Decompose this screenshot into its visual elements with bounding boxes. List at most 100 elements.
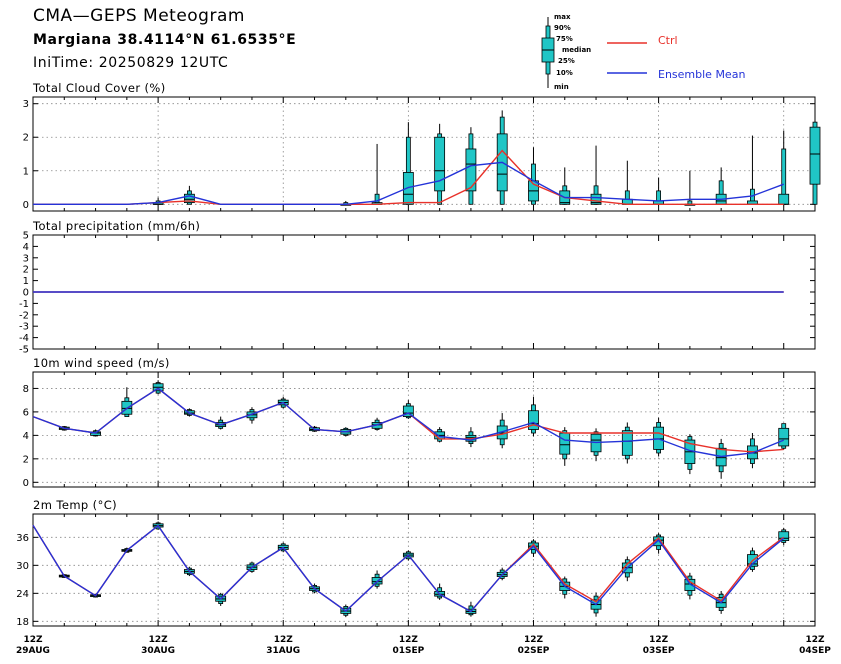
box-body bbox=[559, 432, 571, 455]
legend-key-label: 90% bbox=[554, 24, 571, 32]
box-body bbox=[809, 126, 821, 185]
box-plot bbox=[371, 143, 383, 205]
box-plot bbox=[778, 528, 790, 546]
y-tick-label: 2 bbox=[23, 265, 29, 276]
panel-title: 10m wind speed (m/s) bbox=[33, 356, 170, 370]
box-plot bbox=[621, 422, 633, 464]
legend: max 90% 75% median 25% 10% min Ctrl Ensemble Mea… bbox=[541, 13, 745, 91]
y-tick-label: 18 bbox=[16, 617, 29, 628]
y-tick-label: -5 bbox=[19, 345, 29, 356]
box-plot bbox=[152, 380, 164, 395]
box-plot bbox=[653, 417, 664, 457]
chart-title: CMA—GEPS Meteogram bbox=[33, 6, 245, 26]
ensemble-mean-line bbox=[32, 524, 785, 613]
ctrl-series-line bbox=[32, 387, 784, 453]
box-plot bbox=[402, 122, 414, 205]
y-tick-label: 2 bbox=[23, 133, 29, 144]
box-body bbox=[465, 148, 477, 192]
panel-0: Total Cloud Cover (%) 0 1 2 3 bbox=[23, 81, 821, 212]
y-tick-label: 36 bbox=[16, 533, 29, 544]
panel-title: Total Cloud Cover (%) bbox=[32, 81, 166, 95]
box-plot bbox=[528, 396, 539, 437]
init-time-label: IniTime: 20250829 12UTC bbox=[33, 55, 229, 71]
y-tick-label: 1 bbox=[23, 166, 29, 177]
box-body bbox=[778, 531, 790, 542]
y-tick-label: 8 bbox=[23, 384, 29, 395]
x-tick-date: 30AUG bbox=[141, 646, 175, 656]
y-tick-label: 0 bbox=[23, 200, 29, 211]
box-plot bbox=[747, 433, 758, 469]
box-plot bbox=[715, 438, 727, 479]
x-tick-time: 12Z bbox=[524, 635, 544, 645]
location-label: Margiana 38.4114°N 61.6535°E bbox=[33, 32, 297, 48]
ensemble-mean-line bbox=[33, 161, 784, 206]
x-tick-date: 29AUG bbox=[16, 646, 50, 656]
y-tick-label: 1 bbox=[23, 276, 29, 287]
panel-title: 2m Temp (°C) bbox=[33, 498, 117, 512]
legend-key-label: min bbox=[554, 83, 569, 91]
box-body bbox=[778, 193, 790, 205]
panel-1: Total precipitation (mm/6h) -5-4-3-2-1012… bbox=[19, 219, 816, 356]
y-tick-label: 0 bbox=[23, 478, 29, 489]
x-tick-date: 01SEP bbox=[392, 646, 424, 656]
y-tick-label: 3 bbox=[23, 253, 29, 264]
box-plot bbox=[559, 167, 571, 205]
ensemble-mean-line bbox=[32, 387, 784, 458]
box-plot bbox=[621, 160, 633, 205]
x-tick-time: 12Z bbox=[23, 635, 43, 645]
x-tick-date: 04SEP bbox=[799, 646, 831, 656]
legend-key-label: max bbox=[554, 13, 571, 21]
box-body bbox=[621, 430, 633, 456]
box-body bbox=[778, 427, 790, 447]
y-tick-label: -4 bbox=[19, 333, 29, 344]
box-body bbox=[402, 172, 414, 205]
x-tick-date: 02SEP bbox=[518, 646, 550, 656]
x-tick-date: 31AUG bbox=[266, 646, 300, 656]
y-tick-label: 3 bbox=[23, 99, 29, 110]
x-tick-date: 03SEP bbox=[643, 646, 675, 656]
box-plot bbox=[434, 583, 446, 600]
box-plot bbox=[496, 110, 508, 205]
box-plot bbox=[402, 400, 414, 419]
y-tick-label: 5 bbox=[23, 231, 29, 242]
box-body bbox=[371, 577, 383, 585]
y-tick-label: -3 bbox=[19, 322, 29, 333]
y-tick-label: 6 bbox=[23, 407, 29, 418]
box-body bbox=[434, 136, 446, 192]
box-plot bbox=[434, 123, 446, 205]
panel-3: 2m Temp (°C) 18 24 30 36 bbox=[16, 498, 816, 628]
x-tick-time: 12Z bbox=[805, 635, 825, 645]
x-tick-time: 12Z bbox=[649, 635, 669, 645]
legend-key-label: median bbox=[562, 46, 591, 54]
legend-series-label: Ensemble Mean bbox=[658, 68, 745, 81]
box-plot bbox=[778, 130, 790, 205]
box-body bbox=[590, 193, 602, 205]
box-plot bbox=[121, 387, 133, 417]
y-tick-label: 2 bbox=[23, 454, 29, 465]
legend-key-label: 25% bbox=[558, 57, 575, 65]
y-tick-label: 4 bbox=[23, 431, 29, 442]
box-plot bbox=[809, 121, 821, 205]
x-tick-time: 12Z bbox=[399, 635, 419, 645]
legend-key-label: 10% bbox=[556, 69, 573, 77]
y-tick-label: 30 bbox=[16, 561, 29, 572]
panel-title: Total precipitation (mm/6h) bbox=[32, 219, 200, 233]
legend-key-label: 75% bbox=[556, 35, 573, 43]
y-tick-label: -1 bbox=[19, 299, 29, 310]
x-tick-time: 12Z bbox=[274, 635, 294, 645]
box-plot bbox=[434, 427, 446, 443]
box-plot bbox=[684, 434, 696, 475]
x-axis: 12Z29AUG12Z30AUG12Z31AUG12Z01SEP12Z02SEP… bbox=[16, 635, 831, 656]
box-plot bbox=[528, 147, 539, 205]
box-plot bbox=[778, 423, 790, 450]
plot-frame bbox=[32, 96, 816, 212]
box-body bbox=[528, 410, 539, 430]
box-body bbox=[402, 405, 414, 417]
plot-frame bbox=[32, 371, 816, 488]
x-tick-time: 12Z bbox=[149, 635, 169, 645]
y-tick-label: 4 bbox=[23, 242, 29, 253]
y-tick-label: 24 bbox=[16, 589, 29, 600]
y-tick-label: 0 bbox=[23, 288, 29, 299]
